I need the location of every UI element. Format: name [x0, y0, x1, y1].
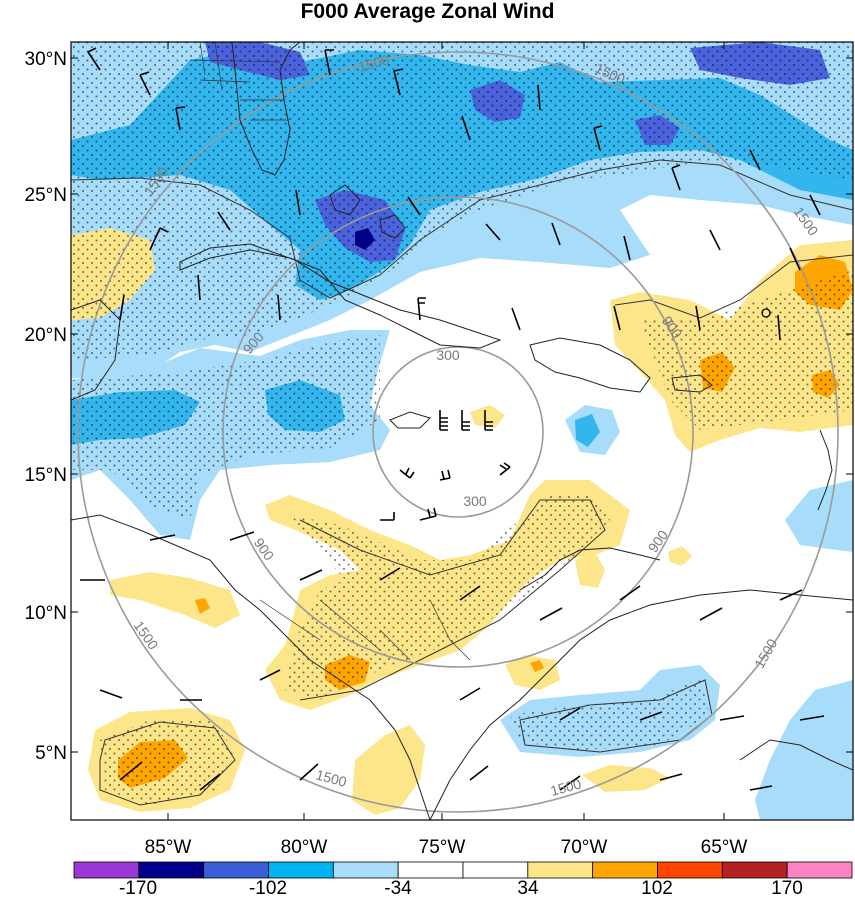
colorbar-label: -34 — [384, 878, 412, 899]
colorbar-swatch — [138, 861, 205, 879]
y-tick-label: 10°N — [25, 603, 67, 624]
yellow-region-s-small — [505, 655, 560, 690]
coast-puerto-rico — [671, 374, 713, 393]
range-ring-1500 — [77, 51, 839, 813]
colorbar-label: -170 — [119, 878, 157, 899]
y-tick-label: 25°N — [25, 185, 67, 206]
coast-jamaica — [389, 411, 431, 429]
colorbar-swatch — [73, 861, 140, 879]
y-tick-label: 30°N — [25, 49, 67, 70]
yellow-region-se-small — [582, 765, 670, 792]
coast-bahamas — [329, 184, 406, 239]
colorbar-swatch — [721, 861, 788, 879]
ring-label: 300 — [463, 493, 487, 509]
chart-title: F000 Average Zonal Wind — [300, 0, 555, 23]
x-tick-label: 65°W — [701, 837, 748, 858]
yellow-region-e-tiny — [668, 546, 692, 566]
x-axis-ticks — [167, 42, 725, 820]
coast-se-corner — [739, 739, 853, 771]
colorbar-label: 34 — [517, 878, 539, 899]
y-tick-label: 15°N — [25, 465, 67, 486]
colorbar-swatch — [397, 861, 464, 879]
yellow-region-center-small — [470, 405, 505, 428]
colorbar-swatch — [268, 861, 334, 879]
wind-barbs — [80, 47, 825, 791]
y-tick-label: 5°N — [35, 743, 67, 764]
coast-lesser-antilles — [817, 429, 833, 511]
colorbar-swatch — [462, 861, 529, 879]
yellow-region-south — [352, 725, 425, 815]
blue-region-corner-se — [755, 680, 853, 820]
x-tick-label: 80°W — [281, 837, 328, 858]
colorbar — [73, 861, 853, 879]
yellow-region-w-mid — [110, 572, 240, 628]
coast-cuba — [179, 243, 502, 349]
yellow-region-e-small — [575, 552, 605, 588]
ring-label: 1500 — [549, 775, 583, 799]
map-plot-area — [71, 42, 853, 820]
coast-central-america — [71, 514, 431, 820]
colorbar-swatch — [332, 861, 399, 879]
colorbar-label: 170 — [771, 878, 803, 899]
ring-label: 1500 — [314, 766, 348, 790]
x-tick-label: 70°W — [561, 837, 608, 858]
ring-label: 1500 — [357, 51, 391, 75]
x-tick-label: 75°W — [419, 837, 466, 858]
colorbar-swatch — [786, 861, 853, 879]
coast-south-america — [429, 589, 853, 820]
blue-region-east — [785, 480, 853, 552]
coast-yucatan — [71, 299, 121, 401]
ring-label: 300 — [436, 347, 460, 363]
range-ring-900 — [222, 196, 694, 668]
y-axis-ticks — [71, 57, 853, 753]
coast-florida — [231, 42, 301, 176]
blue-region-east-small — [575, 414, 600, 447]
colorbar-label: 102 — [641, 878, 673, 899]
orange-core-w — [195, 598, 210, 614]
plot-frame — [70, 41, 854, 821]
colorbar-swatch — [592, 861, 658, 879]
station-marker — [761, 308, 771, 318]
coast-venezuela — [519, 547, 661, 591]
orange-core-s — [530, 660, 544, 672]
range-ring-300 — [372, 346, 544, 518]
coast-hispaniola — [529, 337, 651, 393]
coastlines — [71, 42, 853, 820]
colorbar-swatch — [203, 861, 269, 879]
range-rings — [77, 51, 839, 813]
x-tick-label: 85°W — [145, 837, 192, 858]
colorbar-label: -102 — [249, 878, 287, 899]
colorbar-swatch — [657, 861, 723, 879]
state-boundaries — [189, 42, 471, 661]
colorbar-swatch — [527, 861, 594, 879]
y-tick-label: 20°N — [25, 325, 67, 346]
